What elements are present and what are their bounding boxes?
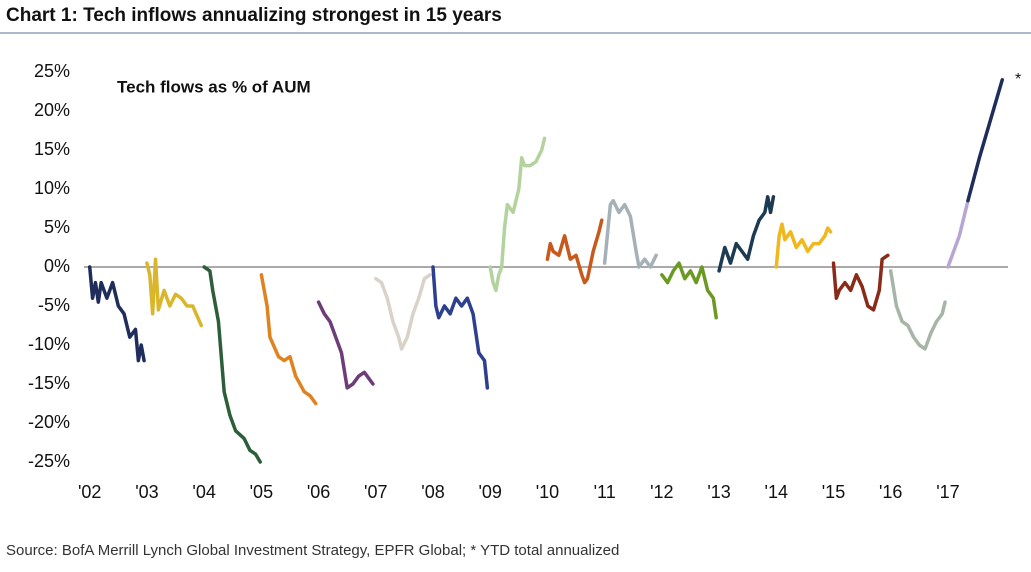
x-tick-label: '17: [936, 482, 959, 502]
x-tick-label: '12: [650, 482, 673, 502]
y-tick-label: 0%: [44, 256, 70, 276]
x-tick-label: '06: [307, 482, 330, 502]
annotation: *: [1015, 71, 1021, 88]
x-tick-label: '14: [765, 482, 788, 502]
y-tick-label: -10%: [28, 334, 70, 354]
line-series: [431, 265, 490, 390]
line-series: [602, 198, 658, 269]
line-series: [888, 269, 947, 351]
x-tick-label: '02: [78, 482, 101, 502]
x-tick-label: '10: [536, 482, 559, 502]
x-tick-label: '13: [707, 482, 730, 502]
x-tick-label: '11: [594, 482, 616, 502]
y-tick-label: -5%: [38, 295, 70, 315]
line-series: [488, 136, 547, 293]
line-series: [545, 218, 604, 285]
line-series: [774, 222, 833, 269]
line-series: [259, 273, 318, 406]
x-tick-label: '07: [364, 482, 387, 502]
line-series: [87, 265, 146, 363]
line-series: [717, 195, 776, 273]
chart-title: Chart 1: Tech inflows annualizing strong…: [6, 5, 502, 26]
chart-subtitle: Tech flows as % of AUM: [117, 77, 311, 96]
line-series: [966, 78, 1005, 203]
x-tick-label: '03: [135, 482, 158, 502]
line-series: [831, 253, 890, 312]
x-tick-label: '08: [421, 482, 444, 502]
y-tick-label: 15%: [34, 139, 70, 159]
line-series: [374, 273, 432, 351]
y-tick-label: -15%: [28, 373, 70, 393]
x-tick-label: '05: [250, 482, 273, 502]
y-tick-label: 10%: [34, 178, 70, 198]
x-tick-label: '09: [478, 482, 501, 502]
line-series: [316, 300, 375, 390]
y-tick-label: 20%: [34, 100, 70, 120]
y-tick-label: 5%: [44, 217, 70, 237]
y-tick-label: 25%: [34, 61, 70, 81]
line-series: [946, 198, 970, 269]
x-tick-label: '15: [822, 482, 845, 502]
x-tick-label: '16: [879, 482, 902, 502]
y-tick-label: -25%: [28, 451, 70, 471]
line-series: [145, 257, 204, 328]
line-series: [202, 265, 262, 464]
y-tick-label: -20%: [28, 412, 70, 432]
line-series: [660, 261, 718, 320]
x-tick-label: '04: [192, 482, 215, 502]
source-note: Source: BofA Merrill Lynch Global Invest…: [6, 542, 619, 559]
